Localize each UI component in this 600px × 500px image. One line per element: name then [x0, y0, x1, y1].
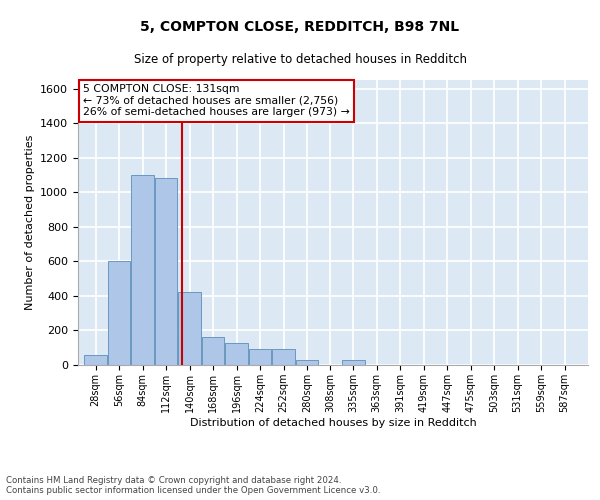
Bar: [131, 175, 154, 365]
Bar: [296, 360, 319, 365]
Bar: [178, 292, 201, 365]
Text: 5, COMPTON CLOSE, REDDITCH, B98 7NL: 5, COMPTON CLOSE, REDDITCH, B98 7NL: [140, 20, 460, 34]
Bar: [248, 348, 271, 365]
Bar: [342, 360, 365, 365]
Y-axis label: Number of detached properties: Number of detached properties: [25, 135, 35, 310]
Bar: [155, 178, 178, 365]
Text: 5 COMPTON CLOSE: 131sqm
← 73% of detached houses are smaller (2,756)
26% of semi: 5 COMPTON CLOSE: 131sqm ← 73% of detache…: [83, 84, 350, 117]
Bar: [272, 350, 295, 365]
X-axis label: Distribution of detached houses by size in Redditch: Distribution of detached houses by size …: [190, 418, 476, 428]
Bar: [202, 338, 224, 365]
Text: Contains HM Land Registry data © Crown copyright and database right 2024.
Contai: Contains HM Land Registry data © Crown c…: [6, 476, 380, 495]
Bar: [225, 342, 248, 365]
Text: Size of property relative to detached houses in Redditch: Size of property relative to detached ho…: [133, 52, 467, 66]
Bar: [84, 354, 107, 365]
Bar: [108, 262, 130, 365]
